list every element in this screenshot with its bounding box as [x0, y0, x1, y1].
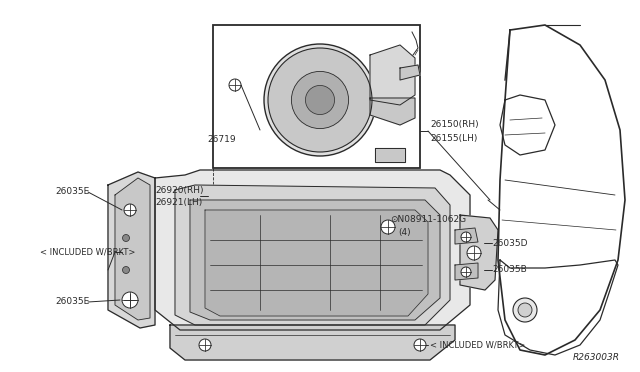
Polygon shape: [170, 325, 455, 360]
Polygon shape: [190, 200, 440, 320]
Polygon shape: [175, 185, 450, 325]
Text: R263003R: R263003R: [573, 353, 620, 362]
Circle shape: [124, 294, 136, 306]
Circle shape: [461, 232, 471, 242]
Polygon shape: [155, 170, 470, 330]
Text: 26035D: 26035D: [492, 238, 527, 247]
Polygon shape: [370, 45, 415, 105]
Polygon shape: [455, 228, 478, 244]
Circle shape: [414, 339, 426, 351]
Circle shape: [124, 204, 136, 216]
Polygon shape: [375, 148, 405, 162]
Polygon shape: [400, 65, 420, 80]
Circle shape: [122, 266, 129, 273]
Polygon shape: [205, 210, 428, 316]
Text: 26155(LH): 26155(LH): [430, 134, 477, 142]
Circle shape: [122, 234, 129, 241]
Text: 26921(LH): 26921(LH): [155, 199, 202, 208]
Circle shape: [199, 339, 211, 351]
Circle shape: [467, 246, 481, 260]
Circle shape: [264, 44, 376, 156]
Circle shape: [122, 292, 138, 308]
Text: 26719: 26719: [208, 135, 236, 144]
Text: < INCLUDED W/BRKT>: < INCLUDED W/BRKT>: [40, 247, 136, 257]
Polygon shape: [455, 263, 478, 280]
Text: 26035E: 26035E: [55, 298, 89, 307]
Circle shape: [229, 79, 241, 91]
Text: 26035B: 26035B: [492, 266, 527, 275]
Polygon shape: [108, 172, 155, 328]
Text: 26150(RH): 26150(RH): [430, 121, 479, 129]
Text: < INCLUDED W/BRKT>: < INCLUDED W/BRKT>: [430, 340, 525, 350]
Circle shape: [513, 298, 537, 322]
Circle shape: [268, 48, 372, 152]
Polygon shape: [115, 178, 150, 320]
Bar: [213, 25, 420, 168]
Text: (4): (4): [398, 228, 411, 237]
Text: 26035E: 26035E: [55, 187, 89, 196]
Circle shape: [518, 303, 532, 317]
Text: 26920(RH): 26920(RH): [155, 186, 204, 195]
Circle shape: [381, 220, 395, 234]
Circle shape: [305, 86, 335, 115]
Polygon shape: [460, 215, 498, 290]
Circle shape: [461, 267, 471, 277]
Circle shape: [291, 71, 349, 129]
Text: ⊙N08911-1062G: ⊙N08911-1062G: [390, 215, 466, 224]
Polygon shape: [370, 98, 415, 125]
